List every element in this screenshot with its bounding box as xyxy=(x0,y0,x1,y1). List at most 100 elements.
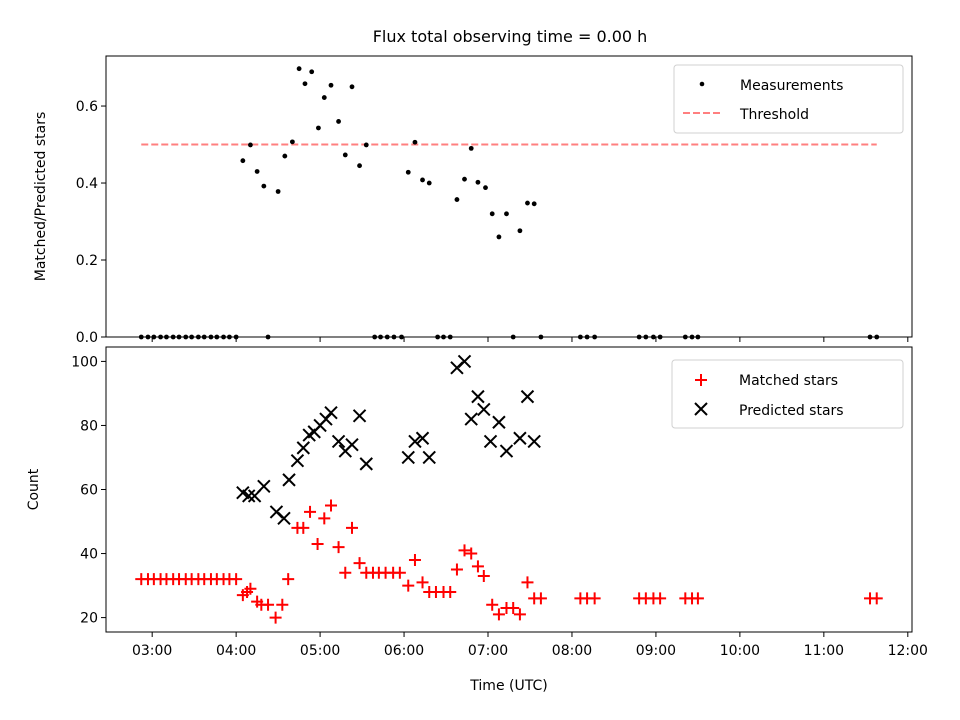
x-tick-label: 04:00 xyxy=(216,643,256,659)
x-tick-label: 12:00 xyxy=(888,643,928,659)
x-tick-label: 08:00 xyxy=(552,643,592,659)
y-tick-label: 0.0 xyxy=(76,330,98,346)
matched-star-point xyxy=(304,505,317,518)
measurement-point xyxy=(504,211,509,217)
top-panel: 0.0 0.2 0.4 0.6 Matched/Predicted stars Mea… xyxy=(33,55,913,346)
measurement-point xyxy=(342,152,348,158)
y-tick-label: 60 xyxy=(80,483,98,499)
predicted-star-point xyxy=(457,354,472,369)
predicted-star-point xyxy=(408,434,422,449)
measurement-point xyxy=(309,69,315,75)
y-tick-label: 80 xyxy=(80,418,98,434)
measurement-point xyxy=(248,142,253,148)
x-tick-label: 09:00 xyxy=(636,643,676,659)
predicted-star-point xyxy=(352,409,367,423)
measurement-point xyxy=(261,183,267,189)
measurement-point xyxy=(316,125,321,131)
predicted-star-point xyxy=(290,453,305,468)
matched-star-point xyxy=(870,592,883,605)
y-tick-label: 0.4 xyxy=(76,176,98,192)
measurement-point xyxy=(336,119,341,124)
top-legend: Measurements Threshold xyxy=(673,64,904,134)
y-tick-label: 0.2 xyxy=(76,253,98,269)
predicted-star-point xyxy=(282,473,296,487)
x-tick-label: 07:00 xyxy=(468,643,508,659)
legend-matched-marker xyxy=(695,374,707,386)
measurement-point xyxy=(302,81,308,87)
x-axis-label: Time (UTC) xyxy=(469,678,547,694)
predicted-star-point xyxy=(359,457,373,471)
measurement-point xyxy=(468,145,474,151)
predicted-star-point xyxy=(331,434,346,449)
matched-star-point xyxy=(244,582,257,595)
legend-measurements-label: Measurements xyxy=(740,78,843,94)
matched-star-point xyxy=(654,592,667,605)
legend-threshold-label: Threshold xyxy=(739,107,809,123)
predicted-star-point xyxy=(277,511,291,526)
predicted-star-point xyxy=(483,434,498,449)
matched-star-point xyxy=(353,557,366,570)
predicted-star-point xyxy=(520,389,535,404)
bottom-y-axis-label: Count xyxy=(26,468,42,510)
measurement-point xyxy=(405,169,411,175)
measurement-point xyxy=(363,142,369,148)
top-x-axis xyxy=(151,337,909,342)
predicted-star-point xyxy=(477,402,491,417)
matched-star-point xyxy=(486,598,499,611)
predicted-star-point xyxy=(296,441,311,455)
measurement-point xyxy=(289,139,295,145)
matched-star-point xyxy=(297,521,310,534)
matched-star-point xyxy=(325,499,338,512)
bottom-plot-area xyxy=(135,354,883,624)
bottom-x-axis: 03:00 04:00 05:00 06:00 07:00 08:00 09:00 10:00… xyxy=(132,632,928,659)
predicted-star-point xyxy=(257,479,271,494)
matched-star-point xyxy=(276,598,289,611)
matched-star-point xyxy=(513,608,526,621)
x-tick-label: 06:00 xyxy=(384,643,424,659)
predicted-star-point xyxy=(401,450,415,465)
matched-star-point xyxy=(458,544,471,557)
matched-star-point xyxy=(345,521,358,534)
x-tick-label: 10:00 xyxy=(720,643,760,659)
x-tick-label: 05:00 xyxy=(300,643,340,659)
matched-star-point xyxy=(339,566,352,579)
measurement-point xyxy=(328,82,334,88)
matched-star-point xyxy=(492,608,505,621)
legend-measurements-marker xyxy=(699,81,705,87)
predicted-star-point xyxy=(471,389,485,404)
measurement-point xyxy=(531,201,537,207)
predicted-star-point xyxy=(242,489,256,503)
bottom-y-axis: 20 40 60 80 100 xyxy=(71,354,106,627)
predicted-star-point xyxy=(513,431,527,445)
measurement-point xyxy=(426,180,432,186)
measurement-point xyxy=(321,95,327,100)
measurement-point xyxy=(483,185,488,191)
measurement-point xyxy=(275,189,281,194)
legend-matched-label: Matched stars xyxy=(739,373,838,389)
matched-star-point xyxy=(521,576,534,589)
matched-star-point xyxy=(318,512,331,525)
measurement-point xyxy=(296,66,302,72)
matched-star-point xyxy=(408,553,421,566)
predicted-star-point xyxy=(415,431,430,445)
top-legend-box xyxy=(673,64,904,134)
bottom-panel: 20 40 60 80 100 03:00 04:00 05:00 06:00 07:00 08:… xyxy=(26,346,928,694)
y-tick-label: 100 xyxy=(71,354,98,370)
top-y-axis: 0.0 0.2 0.4 0.6 xyxy=(76,99,106,346)
predicted-star-point xyxy=(464,412,478,426)
measurement-point xyxy=(525,200,530,206)
matched-star-point xyxy=(691,592,704,605)
legend-predicted-label: Predicted stars xyxy=(739,403,844,419)
y-tick-label: 0.6 xyxy=(76,99,98,115)
measurement-point xyxy=(475,179,481,185)
matched-star-point xyxy=(465,547,478,560)
measurement-point xyxy=(420,177,425,183)
legend-predicted-marker xyxy=(694,402,708,416)
matched-star-point xyxy=(507,601,520,614)
measurement-point xyxy=(349,84,355,90)
matched-star-point xyxy=(588,592,601,605)
y-tick-label: 20 xyxy=(80,611,98,627)
matched-star-point xyxy=(311,537,324,550)
matched-star-point xyxy=(402,579,415,592)
